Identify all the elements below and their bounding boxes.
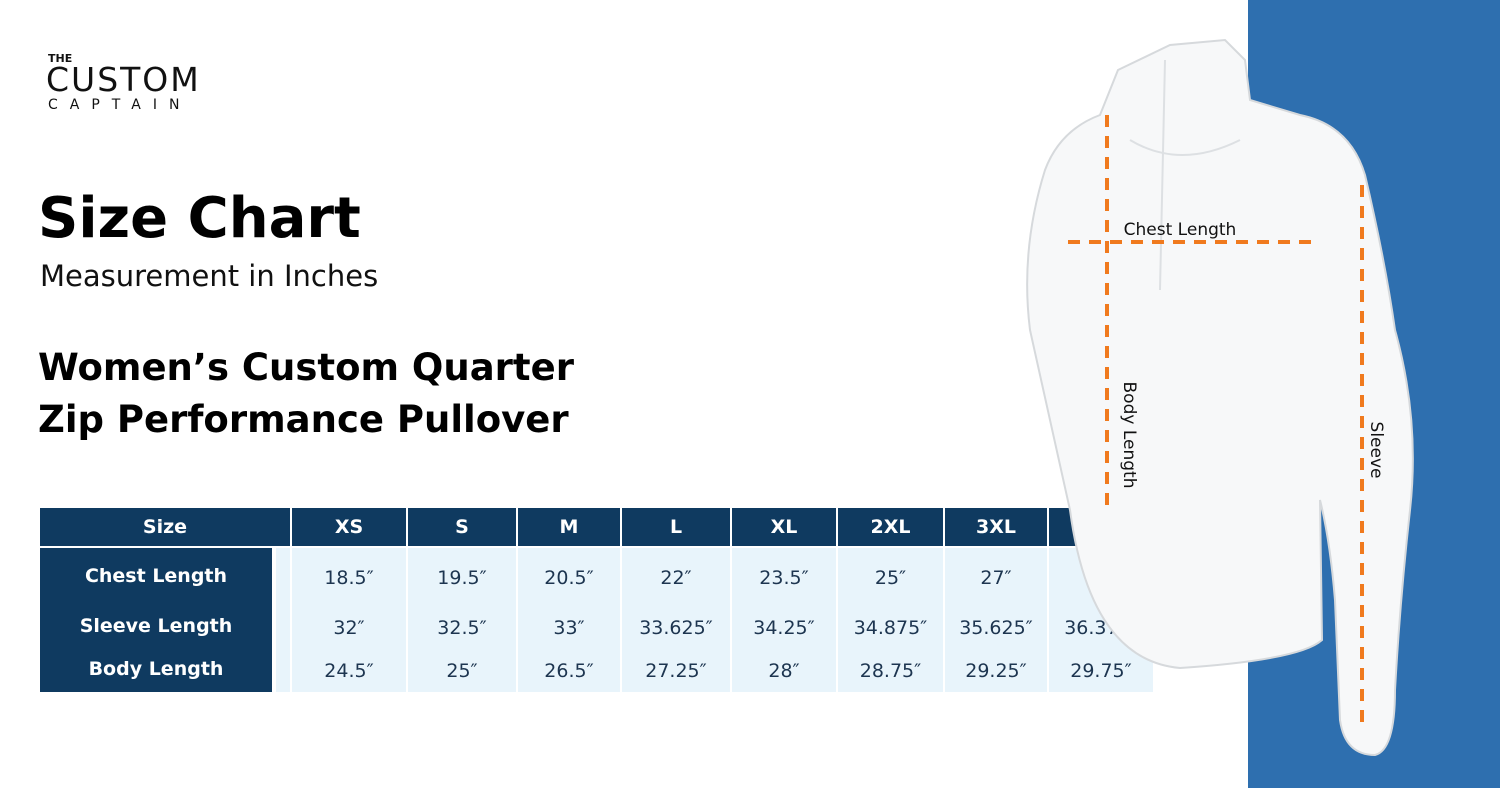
- pullover: [1026, 38, 1414, 757]
- size-value: 29.75″: [1070, 660, 1132, 682]
- size-value: 24.5″: [324, 660, 374, 682]
- garment-label: Sleeve: [1366, 422, 1386, 479]
- size-value: 29.25″: [965, 660, 1027, 682]
- zip: [1129, 59, 1241, 291]
- product-line: Zip Performance Pullover: [38, 398, 569, 441]
- size-value: 27″: [980, 567, 1012, 589]
- logo-top: THE: [48, 52, 73, 65]
- subtitle: Measurement in Inches: [40, 259, 379, 293]
- size-value: 34.25″: [753, 617, 815, 639]
- title: Size Chart: [38, 186, 361, 251]
- size-value: 34.875″: [853, 617, 928, 639]
- column-header: 2XL: [838, 508, 943, 546]
- size-value: 28.75″: [859, 660, 922, 682]
- garment-label: Body Length: [1119, 382, 1139, 489]
- size-value: 18.5″: [324, 567, 374, 589]
- column-header: XS: [292, 508, 406, 546]
- value-column-bg: [518, 548, 620, 692]
- row-label: Body Length: [88, 658, 224, 680]
- column-header: S: [408, 508, 516, 546]
- label-column-bg: [40, 548, 272, 692]
- size-value: 22″: [660, 567, 692, 589]
- size-value: 28″: [768, 660, 800, 682]
- value-column-bg: [408, 548, 516, 692]
- product-line: Women’s Custom Quarter: [38, 346, 574, 389]
- size-value: 23.5″: [759, 567, 809, 589]
- value-column-bg: [838, 548, 943, 692]
- size-value: 32.5″: [437, 617, 487, 639]
- size-value: 35.625″: [959, 617, 1033, 639]
- size-value: 25″: [874, 567, 907, 589]
- value-column-bg: [622, 548, 730, 692]
- column-header: L: [622, 508, 730, 546]
- row-label: Sleeve Length: [79, 615, 233, 637]
- logo-middle: CUSTOM: [46, 60, 201, 99]
- size-value: 32″: [333, 617, 365, 639]
- label-gap: [276, 548, 290, 692]
- size-value: 26.5″: [544, 660, 594, 682]
- garment-label: Chest Length: [1124, 220, 1237, 240]
- column-header: M: [518, 508, 620, 546]
- size-value: 27.25″: [645, 660, 707, 682]
- column-header: XL: [732, 508, 836, 546]
- value-column-bg: [732, 548, 836, 692]
- size-value: 33.625″: [639, 617, 713, 639]
- row-label: Chest Length: [84, 565, 228, 587]
- value-column-bg: [292, 548, 406, 692]
- size-value: 33″: [553, 617, 585, 639]
- logo-bottom: CAPTAIN: [48, 97, 192, 113]
- size-value: 20.5″: [544, 567, 594, 589]
- value-column-bg: [945, 548, 1047, 692]
- size-value: 19.5″: [437, 567, 487, 589]
- column-header: Size: [40, 508, 290, 546]
- column-header: 3XL: [945, 508, 1047, 546]
- size-value: 25″: [446, 660, 478, 682]
